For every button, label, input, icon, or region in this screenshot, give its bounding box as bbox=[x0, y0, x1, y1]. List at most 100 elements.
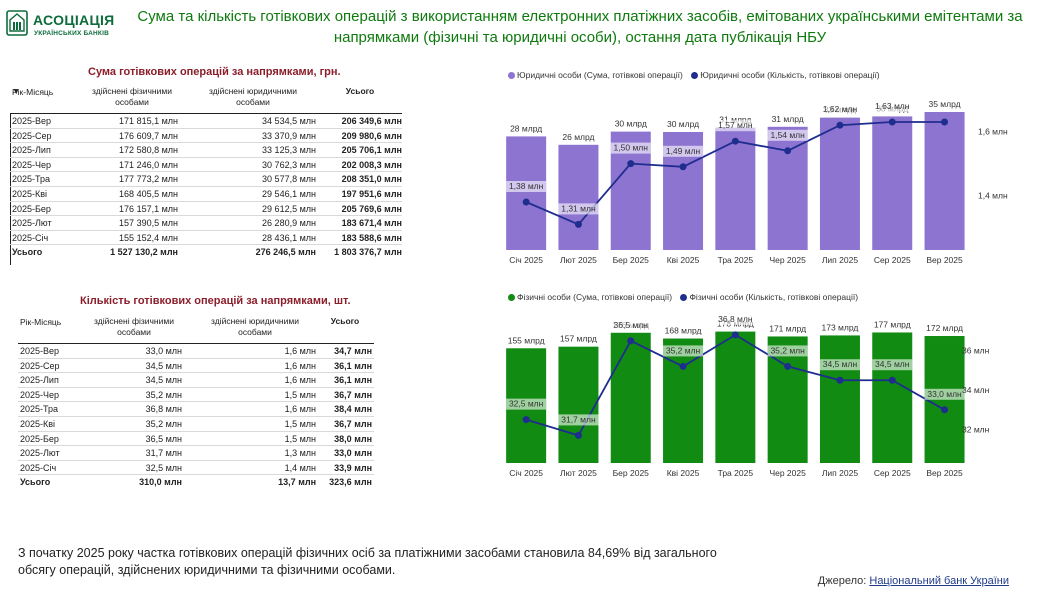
total-label: Усього bbox=[20, 477, 51, 488]
table-row: 2025-Лип 34,5 млн 1,6 млн 36,1 млн bbox=[18, 373, 374, 388]
x-tick-label: Січ 2025 bbox=[509, 255, 543, 265]
row-total: 33,0 млн bbox=[334, 448, 372, 459]
bar-label: 155 млрд bbox=[508, 335, 545, 345]
table-row: 2025-Чер 35,2 млн 1,5 млн 36,7 млн bbox=[18, 388, 374, 403]
x-tick-label: Тра 2025 bbox=[718, 468, 754, 478]
x-tick-label: Січ 2025 bbox=[509, 468, 543, 478]
count-label: 32,5 млн bbox=[509, 399, 544, 409]
legend-item-individuals-sum[interactable]: Фізичні особи (Сума, готівкові операції) bbox=[508, 292, 672, 302]
row-legal: 1,3 млн bbox=[284, 448, 316, 459]
source-line: Джерело: Національний банк України bbox=[818, 575, 1009, 587]
sort-down-icon[interactable]: ▼ bbox=[12, 86, 21, 96]
x-tick-label: Лип 2025 bbox=[822, 468, 858, 478]
count-table-title: Кількість готівкових операцій за напрямк… bbox=[80, 295, 351, 307]
row-individuals: 32,5 млн bbox=[145, 462, 182, 473]
row-individuals: 36,8 млн bbox=[145, 404, 182, 415]
row-total: 209 980,6 млн bbox=[341, 130, 402, 141]
row-month: 2025-Бер bbox=[12, 203, 51, 214]
total-individuals: 1 527 130,2 млн bbox=[110, 247, 178, 258]
row-individuals: 171 815,1 млн bbox=[119, 116, 178, 126]
x-tick-label: Вер 2025 bbox=[926, 255, 963, 265]
legend-item-legal-count[interactable]: Юридичні особи (Кількість, готівкові опе… bbox=[691, 70, 880, 80]
logo-emblem-icon bbox=[6, 10, 28, 36]
x-tick-label: Чер 2025 bbox=[769, 255, 806, 265]
bar-label: 35 млрд bbox=[928, 99, 960, 109]
count-label-bg bbox=[663, 145, 704, 157]
row-individuals: 157 390,5 млн bbox=[119, 218, 178, 229]
table-row: 2025-Лют 31,7 млн 1,3 млн 33,0 млн bbox=[18, 446, 374, 461]
bar-label: 26 млрд bbox=[562, 132, 594, 142]
x-tick-label: Лют 2025 bbox=[560, 255, 597, 265]
x-tick-label: Тра 2025 bbox=[718, 255, 754, 265]
count-label: 1,62 млн bbox=[823, 104, 858, 114]
count-point bbox=[679, 362, 687, 370]
y2-tick-label: 1,4 млн bbox=[978, 191, 1008, 201]
source-link[interactable]: Національний банк України bbox=[869, 575, 1009, 587]
y2-tick-label: 32 млн bbox=[962, 424, 990, 434]
row-individuals: 172 580,8 млн bbox=[119, 145, 178, 156]
count-label: 31,7 млн bbox=[561, 414, 596, 424]
bar bbox=[819, 335, 860, 463]
row-legal: 33 370,9 млн bbox=[262, 130, 316, 141]
summary-note: З початку 2025 року частка готівкових оп… bbox=[18, 546, 717, 577]
bar bbox=[506, 136, 547, 250]
count-point bbox=[888, 118, 896, 126]
table-row: 2025-Січ 32,5 млн 1,4 млн 33,9 млн bbox=[18, 461, 374, 476]
x-tick-label: Сер 2025 bbox=[874, 255, 911, 265]
bar-label: 31 млрд bbox=[772, 114, 804, 124]
x-tick-label: Вер 2025 bbox=[926, 468, 963, 478]
row-month: 2025-Сер bbox=[12, 130, 52, 141]
count-point bbox=[836, 376, 844, 384]
count-label: 1,63 млн bbox=[875, 101, 910, 111]
row-individuals: 168 405,5 млн bbox=[119, 188, 178, 199]
row-total: 197 951,6 млн bbox=[341, 188, 402, 199]
y2-tick-label: 36 млн bbox=[962, 346, 990, 356]
row-legal: 34 534,5 млн bbox=[262, 116, 316, 126]
row-total: 183 588,6 млн bbox=[341, 232, 402, 243]
count-label-bg bbox=[558, 203, 599, 215]
count-point bbox=[784, 362, 792, 370]
legend-item-individuals-count[interactable]: Фізичні особи (Кількість, готівкові опер… bbox=[680, 292, 858, 302]
row-month: 2025-Лип bbox=[12, 145, 51, 156]
row-total: 34,7 млн bbox=[334, 346, 372, 356]
count-label-bg bbox=[819, 104, 860, 116]
row-legal: 28 436,1 млн bbox=[262, 232, 316, 243]
bar bbox=[819, 117, 860, 250]
bar bbox=[872, 332, 913, 463]
bar bbox=[715, 127, 756, 250]
count-table-header: Рік-Місяць здійснені фізичними особами з… bbox=[18, 314, 374, 344]
table-row: 2025-Кві 35,2 млн 1,5 млн 36,7 млн bbox=[18, 417, 374, 432]
sum-table-header: Рік-Місяць здійснені фізичними особами з… bbox=[10, 84, 402, 114]
total-legal: 13,7 млн bbox=[278, 477, 316, 488]
row-total: 38,0 млн bbox=[334, 433, 372, 444]
count-point bbox=[941, 118, 949, 126]
count-label-bg bbox=[872, 359, 913, 371]
column-header-month: Рік-Місяць bbox=[20, 317, 62, 327]
bar-label: 31 млрд bbox=[719, 115, 751, 125]
table-row: 2025-Тра 177 773,2 млн 30 577,8 млн 208 351… bbox=[10, 172, 402, 187]
row-individuals: 176 157,1 млн bbox=[119, 203, 178, 214]
row-legal: 1,6 млн bbox=[284, 375, 316, 386]
count-label: 33,0 млн bbox=[927, 389, 962, 399]
bar-label: 157 млрд bbox=[560, 334, 597, 344]
count-label-bg bbox=[767, 129, 808, 141]
row-month: 2025-Вер bbox=[12, 116, 52, 126]
total-individuals: 310,0 млн bbox=[139, 477, 182, 488]
sum-table-body: 2025-Вер 171 815,1 млн 34 534,5 млн 206 349… bbox=[10, 114, 402, 246]
row-legal: 29 546,1 млн bbox=[262, 188, 316, 199]
row-legal: 1,5 млн bbox=[284, 389, 316, 400]
individuals-chart-legend: Фізичні особи (Сума, готівкові операції)… bbox=[508, 292, 864, 302]
y2-tick-label: 34 млн bbox=[962, 385, 990, 395]
bar bbox=[924, 112, 965, 250]
count-point bbox=[522, 416, 530, 424]
bar bbox=[558, 346, 599, 463]
row-month: 2025-Кві bbox=[20, 418, 56, 429]
row-legal: 1,6 млн bbox=[284, 404, 316, 415]
row-legal: 1,5 млн bbox=[284, 433, 316, 444]
legend-item-legal-sum[interactable]: Юридичні особи (Сума, готівкові операції… bbox=[508, 70, 683, 80]
column-header-month[interactable]: Рік-Місяць bbox=[12, 87, 54, 97]
x-tick-label: Лют 2025 bbox=[560, 468, 597, 478]
row-individuals: 171 246,0 млн bbox=[119, 159, 178, 170]
